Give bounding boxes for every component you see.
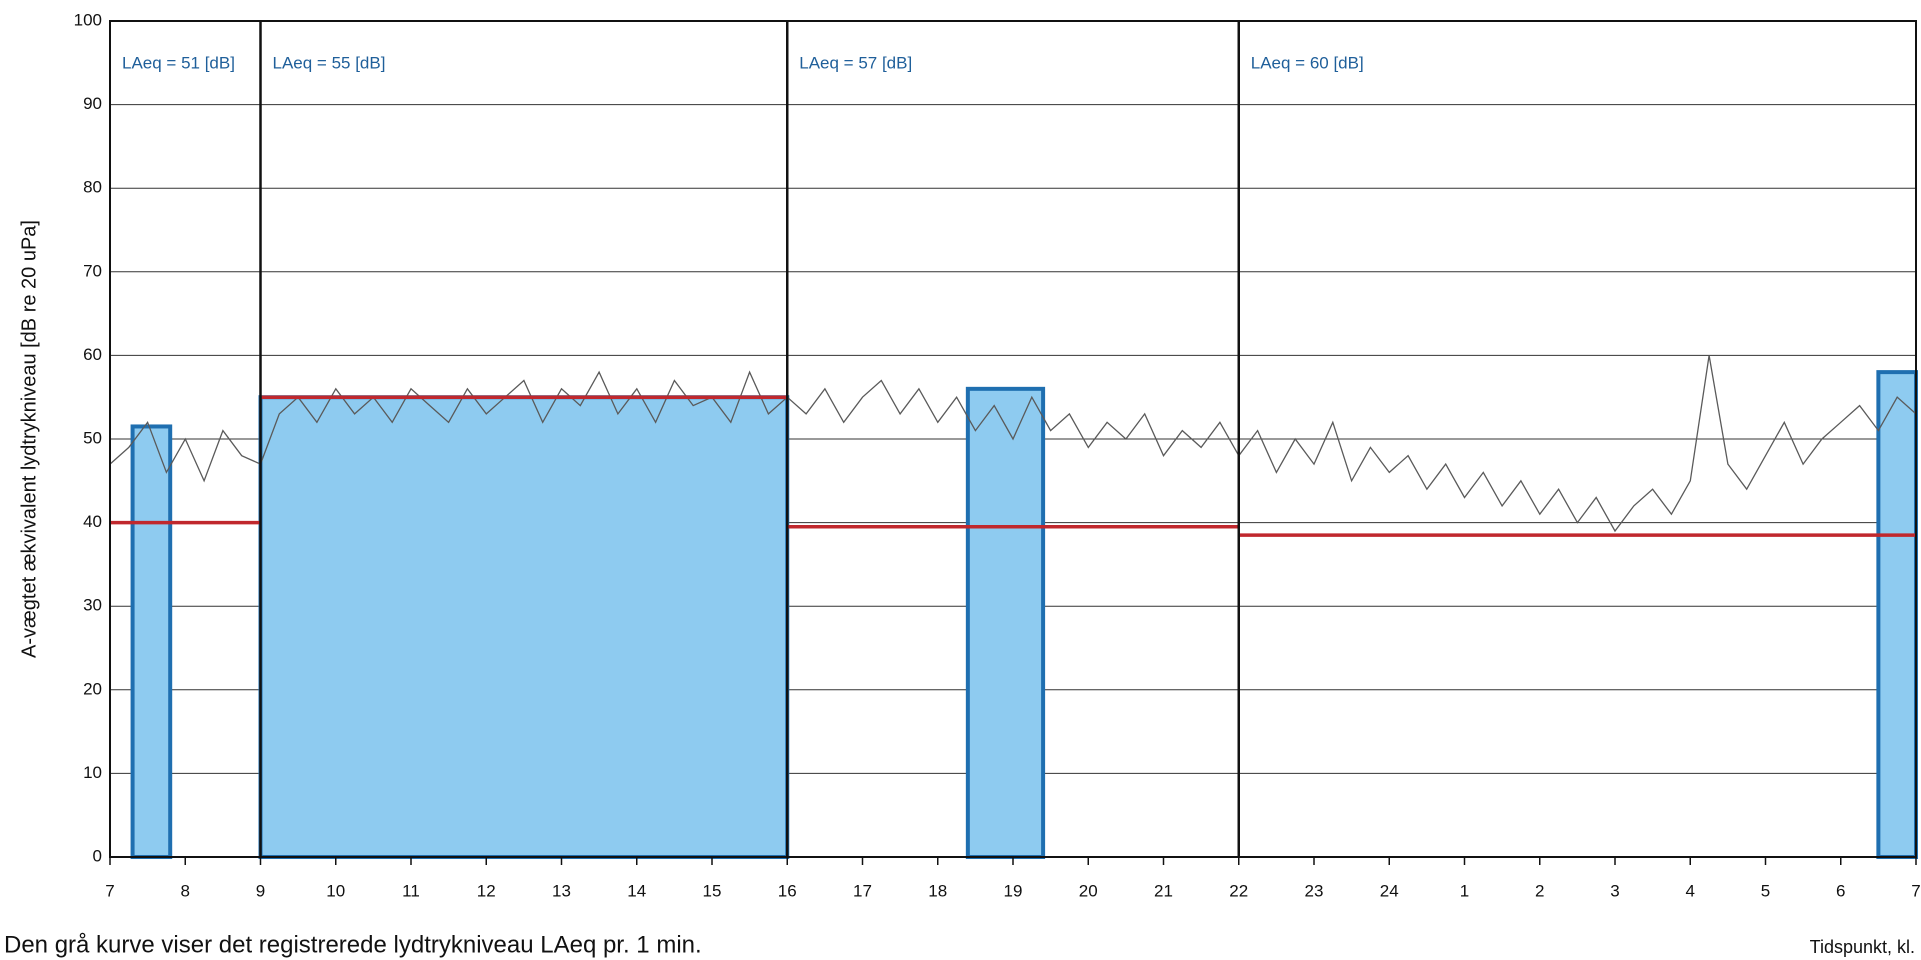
y-tick-label: 80 xyxy=(83,178,102,197)
x-tick-label: 7 xyxy=(105,881,114,900)
plot-frame xyxy=(109,20,1917,858)
x-tick-label: 20 xyxy=(1079,881,1098,900)
y-tick-label: 30 xyxy=(83,596,102,615)
y-tick-label: 60 xyxy=(83,345,102,364)
x-axis-label: Tidspunkt, kl. xyxy=(1810,937,1915,957)
x-tick-label: 9 xyxy=(256,881,265,900)
x-tick-label: 16 xyxy=(778,881,797,900)
x-tick-label: 1 xyxy=(1460,881,1469,900)
x-tick-label: 10 xyxy=(326,881,345,900)
period-label: LAeq = 51 [dB] xyxy=(122,53,235,72)
x-tick-label: 15 xyxy=(703,881,722,900)
y-tick-label: 0 xyxy=(93,846,102,865)
interval-bar xyxy=(965,386,1046,859)
period-label: LAeq = 60 [dB] xyxy=(1251,53,1364,72)
period-label: LAeq = 57 [dB] xyxy=(799,53,912,72)
y-tick-label: 90 xyxy=(83,94,102,113)
y-tick-label: 10 xyxy=(83,763,102,782)
interval-bar xyxy=(130,424,173,859)
x-tick-label: 21 xyxy=(1154,881,1173,900)
period-label: LAeq = 55 [dB] xyxy=(273,53,386,72)
y-tick-label: 40 xyxy=(83,512,102,531)
x-tick-label: 6 xyxy=(1836,881,1845,900)
x-tick-label: 23 xyxy=(1305,881,1324,900)
x-tick-label: 8 xyxy=(181,881,190,900)
x-tick-label: 18 xyxy=(928,881,947,900)
x-tick-label: 5 xyxy=(1761,881,1770,900)
y-tick-label: 100 xyxy=(74,10,102,29)
x-tick-label: 17 xyxy=(853,881,872,900)
y-axis-label: A-vægtet ækvivalent lydtrykniveau [dB re… xyxy=(18,220,40,658)
note: Den grå kurve viser det registrerede lyd… xyxy=(4,931,702,958)
x-tick-label: 12 xyxy=(477,881,496,900)
y-tick-label: 50 xyxy=(83,428,102,447)
x-tick-label: 11 xyxy=(402,881,420,900)
interval-bar xyxy=(1876,370,1918,859)
y-tick-label: 20 xyxy=(83,679,102,698)
x-tick-label: 19 xyxy=(1004,881,1023,900)
x-tick-label: 13 xyxy=(552,881,571,900)
interval-bar xyxy=(258,395,790,859)
x-tick-label: 24 xyxy=(1380,881,1399,900)
y-tick-label: 70 xyxy=(83,261,102,280)
x-tick-label: 7 xyxy=(1911,881,1920,900)
x-tick-label: 4 xyxy=(1686,881,1695,900)
x-tick-label: 14 xyxy=(627,881,646,900)
level-curve xyxy=(109,355,1917,533)
x-tick-label: 3 xyxy=(1610,881,1619,900)
x-tick-label: 22 xyxy=(1229,881,1248,900)
x-tick-label: 2 xyxy=(1535,881,1544,900)
